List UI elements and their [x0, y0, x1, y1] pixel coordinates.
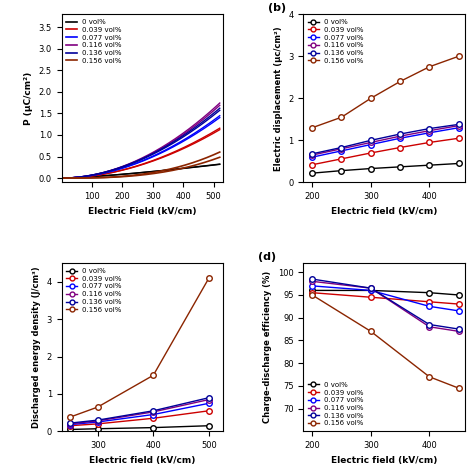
X-axis label: Electric Field (kV/cm): Electric Field (kV/cm) [88, 207, 196, 216]
Y-axis label: Charge-discharge efficiency (%): Charge-discharge efficiency (%) [264, 271, 273, 423]
Text: (b): (b) [268, 3, 286, 13]
Legend: 0 vol%, 0.039 vol%, 0.077 vol%, 0.116 vol%, 0.136 vol%, 0.156 vol%: 0 vol%, 0.039 vol%, 0.077 vol%, 0.116 vo… [65, 18, 123, 65]
Y-axis label: Discharged energy density (J/cm³): Discharged energy density (J/cm³) [32, 266, 41, 428]
Legend: 0 vol%, 0.039 vol%, 0.077 vol%, 0.116 vol%, 0.136 vol%, 0.156 vol%: 0 vol%, 0.039 vol%, 0.077 vol%, 0.116 vo… [307, 18, 365, 65]
Legend: 0 vol%, 0.039 vol%, 0.077 vol%, 0.116 vol%, 0.136 vol%, 0.156 vol%: 0 vol%, 0.039 vol%, 0.077 vol%, 0.116 vo… [307, 381, 365, 428]
Y-axis label: Electric displacement (μc/cm²): Electric displacement (μc/cm²) [273, 26, 283, 171]
X-axis label: Electric field (kV/cm): Electric field (kV/cm) [89, 456, 195, 465]
Text: (d): (d) [258, 252, 276, 262]
X-axis label: Electric field (kV/cm): Electric field (kV/cm) [331, 456, 437, 465]
X-axis label: Electric field (kV/cm): Electric field (kV/cm) [331, 207, 437, 216]
Legend: 0 vol%, 0.039 vol%, 0.077 vol%, 0.116 vol%, 0.136 vol%, 0.156 vol%: 0 vol%, 0.039 vol%, 0.077 vol%, 0.116 vo… [65, 266, 123, 314]
Y-axis label: P (μC/cm²): P (μC/cm²) [24, 72, 33, 125]
